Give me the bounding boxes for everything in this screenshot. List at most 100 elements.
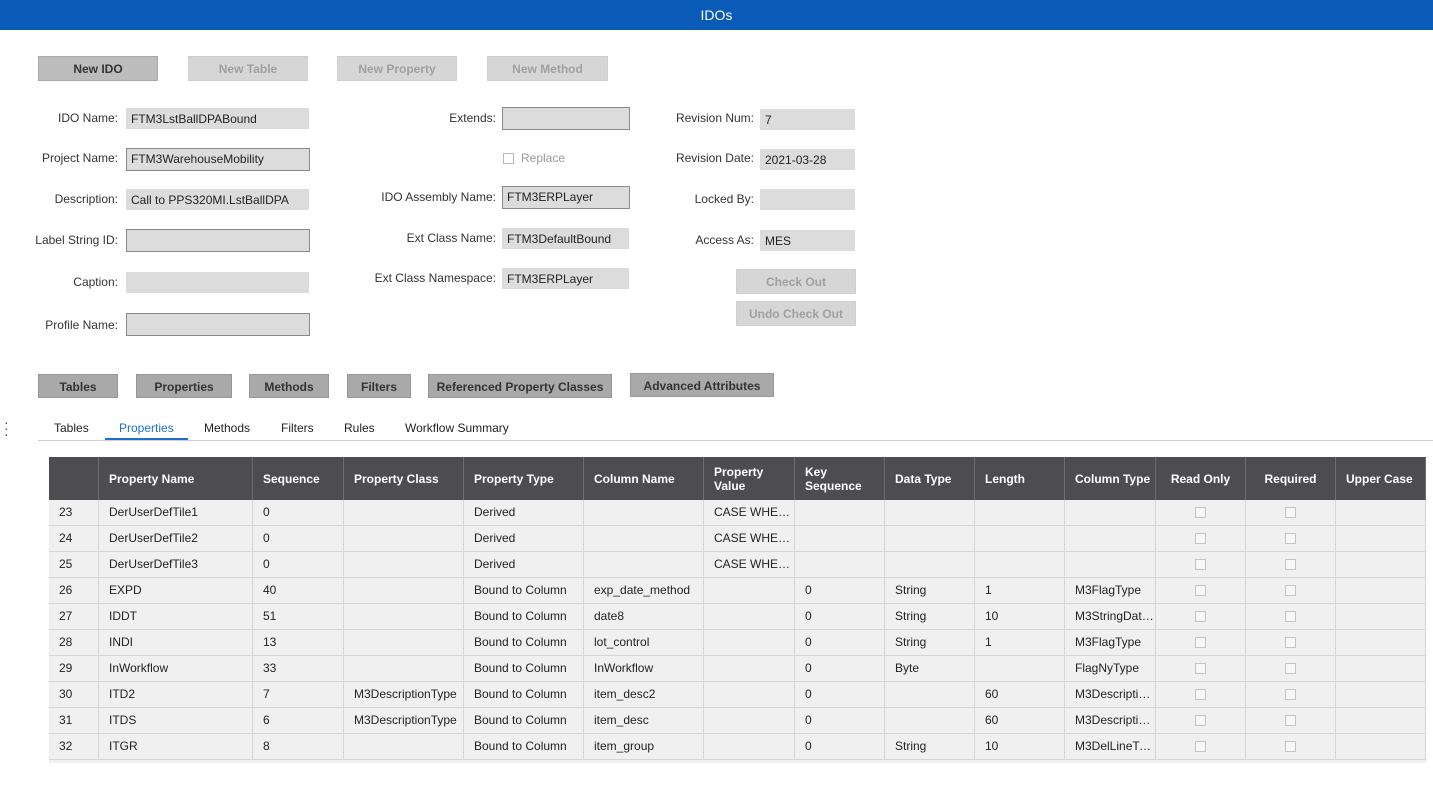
- tab-workflow-summary[interactable]: Workflow Summary: [405, 421, 509, 435]
- table-row[interactable]: 26 EXPD 40 Bound to Column exp_date_method 0 S…: [49, 578, 1426, 604]
- column-header[interactable]: Property Value: [704, 457, 795, 500]
- tab-filters[interactable]: Filters: [281, 421, 314, 435]
- table-row[interactable]: 25 DerUserDefTile3 0 Derived CASE WHEN…: [49, 552, 1426, 578]
- section-advanced-attributes-button[interactable]: Advanced Attributes: [630, 373, 774, 397]
- required-checkbox[interactable]: [1285, 689, 1296, 701]
- section-methods-button[interactable]: Methods: [249, 374, 329, 398]
- table-row[interactable]: [49, 760, 1426, 763]
- ido-assembly-name-field[interactable]: FTM3ERPLayer: [502, 186, 630, 209]
- column-header[interactable]: Column Name: [584, 457, 704, 500]
- required-checkbox[interactable]: [1285, 559, 1296, 571]
- table-cell: Derived: [464, 552, 584, 577]
- table-cell: Bound to Column: [464, 682, 584, 707]
- required-checkbox[interactable]: [1285, 715, 1296, 727]
- label-string-id-field[interactable]: [126, 229, 310, 252]
- ext-class-namespace-field[interactable]: FTM3ERPLayer: [502, 268, 629, 289]
- read-only-checkbox[interactable]: [1195, 507, 1206, 519]
- table-cell: [975, 526, 1065, 551]
- more-options-icon[interactable]: · · ·: [4, 414, 9, 442]
- read-only-checkbox[interactable]: [1195, 715, 1206, 727]
- new-method-button[interactable]: New Method: [487, 56, 608, 81]
- table-cell: 10: [975, 734, 1065, 759]
- table-row[interactable]: 31 ITDS 6 M3DescriptionType Bound to Column i…: [49, 708, 1426, 734]
- column-header[interactable]: Read Only: [1156, 457, 1246, 500]
- table-row[interactable]: 29 InWorkflow 33 Bound to Column InWorkflow 0…: [49, 656, 1426, 682]
- read-only-checkbox[interactable]: [1195, 663, 1206, 675]
- table-cell: EXPD: [99, 578, 253, 603]
- required-checkbox-cell: [1246, 630, 1336, 655]
- table-row[interactable]: 24 DerUserDefTile2 0 Derived CASE WHEN…: [49, 526, 1426, 552]
- table-cell: [885, 682, 975, 707]
- description-field[interactable]: Call to PPS320MI.LstBallDPA: [126, 189, 309, 210]
- required-checkbox[interactable]: [1285, 611, 1296, 623]
- extends-field[interactable]: [502, 107, 630, 130]
- section-tables-button[interactable]: Tables: [38, 374, 118, 398]
- new-table-button[interactable]: New Table: [188, 56, 308, 81]
- table-cell: 27: [49, 604, 99, 629]
- tab-rules[interactable]: Rules: [344, 421, 375, 435]
- check-out-button[interactable]: Check Out: [736, 269, 856, 294]
- section-referenced-property-classes-button[interactable]: Referenced Property Classes: [428, 374, 612, 398]
- new-ido-button[interactable]: New IDO: [38, 56, 158, 81]
- table-row[interactable]: 27 IDDT 51 Bound to Column date8 0 String 10 M3S…: [49, 604, 1426, 630]
- column-header[interactable]: Property Name: [99, 457, 253, 500]
- upper-case-cell: [1336, 656, 1426, 681]
- table-cell: 51: [253, 604, 344, 629]
- section-filters-button[interactable]: Filters: [347, 374, 411, 398]
- revision-num-field[interactable]: 7: [760, 109, 855, 130]
- column-header[interactable]: Sequence: [253, 457, 344, 500]
- required-checkbox[interactable]: [1285, 585, 1296, 597]
- table-cell: M3DescriptionType: [344, 682, 464, 707]
- tab-methods[interactable]: Methods: [204, 421, 251, 435]
- read-only-checkbox[interactable]: [1195, 689, 1206, 701]
- table-cell: [584, 526, 704, 551]
- caption-field[interactable]: [126, 272, 309, 293]
- column-header[interactable]: Length: [975, 457, 1065, 500]
- upper-case-cell: [1336, 526, 1426, 551]
- replace-checkbox[interactable]: [503, 153, 514, 164]
- read-only-checkbox[interactable]: [1195, 741, 1206, 753]
- column-header[interactable]: Data Type: [885, 457, 975, 500]
- ido-name-field[interactable]: FTM3LstBallDPABound: [126, 108, 309, 129]
- revision-date-label: Revision Date:: [675, 151, 754, 165]
- table-row[interactable]: 23 DerUserDefTile1 0 Derived CASE WHEN…: [49, 500, 1426, 526]
- read-only-checkbox[interactable]: [1195, 585, 1206, 597]
- table-row[interactable]: 30 ITD2 7 M3DescriptionType Bound to Column i…: [49, 682, 1426, 708]
- required-checkbox[interactable]: [1285, 507, 1296, 519]
- undo-check-out-button[interactable]: Undo Check Out: [736, 301, 856, 326]
- table-cell: Byte: [885, 656, 975, 681]
- ext-class-name-field[interactable]: FTM3DefaultBound: [502, 228, 629, 249]
- profile-name-label: Profile Name:: [45, 318, 118, 332]
- column-header[interactable]: Property Class: [344, 457, 464, 500]
- revision-date-field[interactable]: 2021-03-28: [760, 149, 855, 170]
- project-name-field[interactable]: FTM3WarehouseMobility: [126, 148, 310, 171]
- column-header[interactable]: Upper Case: [1336, 457, 1426, 500]
- table-cell: [344, 578, 464, 603]
- read-only-checkbox[interactable]: [1195, 611, 1206, 623]
- column-header[interactable]: Key Sequence: [795, 457, 885, 500]
- column-header[interactable]: Required: [1246, 457, 1336, 500]
- locked-by-field[interactable]: [760, 189, 855, 210]
- table-cell: 13: [253, 630, 344, 655]
- read-only-checkbox[interactable]: [1195, 559, 1206, 571]
- tab-properties[interactable]: Properties: [119, 421, 174, 435]
- column-header[interactable]: Column Type: [1065, 457, 1156, 500]
- column-header[interactable]: Property Type: [464, 457, 584, 500]
- table-cell: String: [885, 734, 975, 759]
- required-checkbox[interactable]: [1285, 741, 1296, 753]
- required-checkbox[interactable]: [1285, 663, 1296, 675]
- table-row[interactable]: 28 INDI 13 Bound to Column lot_control 0 Strin…: [49, 630, 1426, 656]
- profile-name-field[interactable]: [126, 313, 310, 336]
- required-checkbox[interactable]: [1285, 637, 1296, 649]
- column-header[interactable]: [49, 457, 99, 500]
- table-cell: M3DescriptionType: [344, 708, 464, 733]
- tab-tables[interactable]: Tables: [54, 421, 89, 435]
- table-cell: exp_date_method: [584, 578, 704, 603]
- access-as-field[interactable]: MES: [760, 230, 855, 251]
- read-only-checkbox[interactable]: [1195, 533, 1206, 545]
- read-only-checkbox[interactable]: [1195, 637, 1206, 649]
- new-property-button[interactable]: New Property: [337, 56, 457, 81]
- section-properties-button[interactable]: Properties: [136, 374, 232, 398]
- required-checkbox[interactable]: [1285, 533, 1296, 545]
- table-row[interactable]: 32 ITGR 8 Bound to Column item_group 0 String 1…: [49, 734, 1426, 760]
